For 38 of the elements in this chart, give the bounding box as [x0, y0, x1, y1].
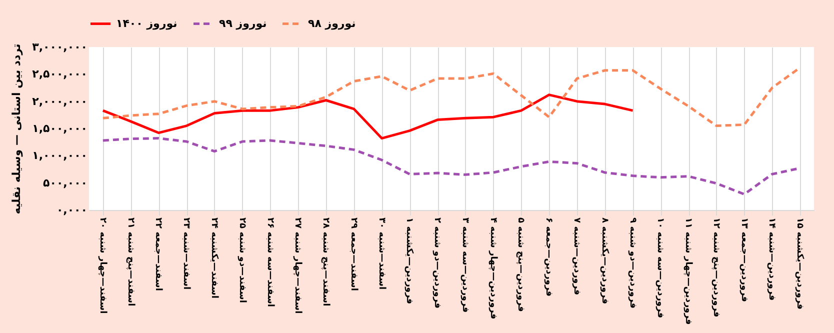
x-tick-label: ۲۸ اسفند—پنج شنبه: [320, 218, 331, 306]
x-tick-label: ۳ فروردین—سه شنبه: [460, 218, 470, 313]
x-tick-label: ۱۳ فروردین—جمعه: [738, 218, 749, 302]
x-tick-label: ۲۹ اسفند—جمعه: [348, 218, 358, 291]
x-tick-label: ۱۰ فروردین—سه شنبه: [655, 218, 666, 318]
x-tick-label: ۲۲ اسفند—جمعه: [153, 218, 164, 291]
legend-label: نوروز ۹۸: [308, 16, 356, 30]
x-tick-label: ۱۴ فروردین—شنبه: [766, 218, 777, 301]
x-tick-label: ۵ فروردین—پنج شنبه: [516, 218, 526, 312]
x-tick-label: ۱۵ فروردین—یکشنبه: [794, 218, 805, 310]
y-tick-label: ۰,۰۰۰: [56, 204, 88, 216]
x-tick-label: ۲۷ اسفند—چهار شنبه: [292, 218, 303, 314]
y-tick-label: ۲,۰۰۰,۰۰۰: [32, 94, 88, 108]
x-tick-label: ۲۳ اسفند—شنبه: [181, 218, 192, 290]
x-tick-label: ۷ فروردین—شنبه: [571, 218, 582, 296]
y-tick-label: ۲,۵۰۰,۰۰۰: [32, 68, 88, 81]
y-tick-label: ۳,۰۰۰,۰۰۰: [32, 40, 88, 54]
x-tick-label: ۹ فروردین—دو شنبه: [627, 218, 638, 309]
legend-label: نوروز ۹۹: [219, 16, 267, 30]
x-tick-label: ۳۰ اسفند—شنبه: [376, 218, 386, 290]
y-tick-label: ۵۰۰,۰۰۰: [43, 176, 88, 190]
y-axis-title: تردد بین استانی — وسیله نقلیه: [10, 44, 24, 214]
x-tick-label: ۱۲ فروردین—پنج شنبه: [710, 218, 721, 318]
x-tick-label: ۸ فروردین—یکشنبه: [599, 218, 610, 304]
legend-label: نوروز ۱۴۰۰: [116, 16, 178, 30]
x-tick-label: ۶ فروردین—جمعه: [544, 218, 554, 297]
y-tick-label: ۱,۵۰۰,۰۰۰: [32, 122, 88, 135]
x-tick-label: ۲۶ اسفند—سه شنبه: [264, 218, 275, 308]
x-tick-label: ۲۴ اسفند—یکشنبه: [208, 218, 219, 298]
x-tick-label: ۱ فروردین—یکشنبه: [404, 218, 414, 304]
x-tick-label: ۲ فروردین—دو شنبه: [432, 218, 442, 309]
line-series: [102, 94, 634, 140]
y-tick-label: ۱,۰۰۰,۰۰۰: [32, 149, 88, 162]
x-tick-label: ۲۵ اسفند—دو شنبه: [236, 218, 247, 303]
x-tick-label: ۲۱ اسفند—پنج شنبه: [125, 218, 136, 306]
x-tick-label: ۱۱ فروردین—چهار شنبه: [683, 218, 694, 325]
x-tick-label: ۴ فروردین—چهار شنبه: [488, 218, 498, 320]
x-tick-label: ۲۰ اسفند—چهار شنبه: [97, 218, 108, 314]
